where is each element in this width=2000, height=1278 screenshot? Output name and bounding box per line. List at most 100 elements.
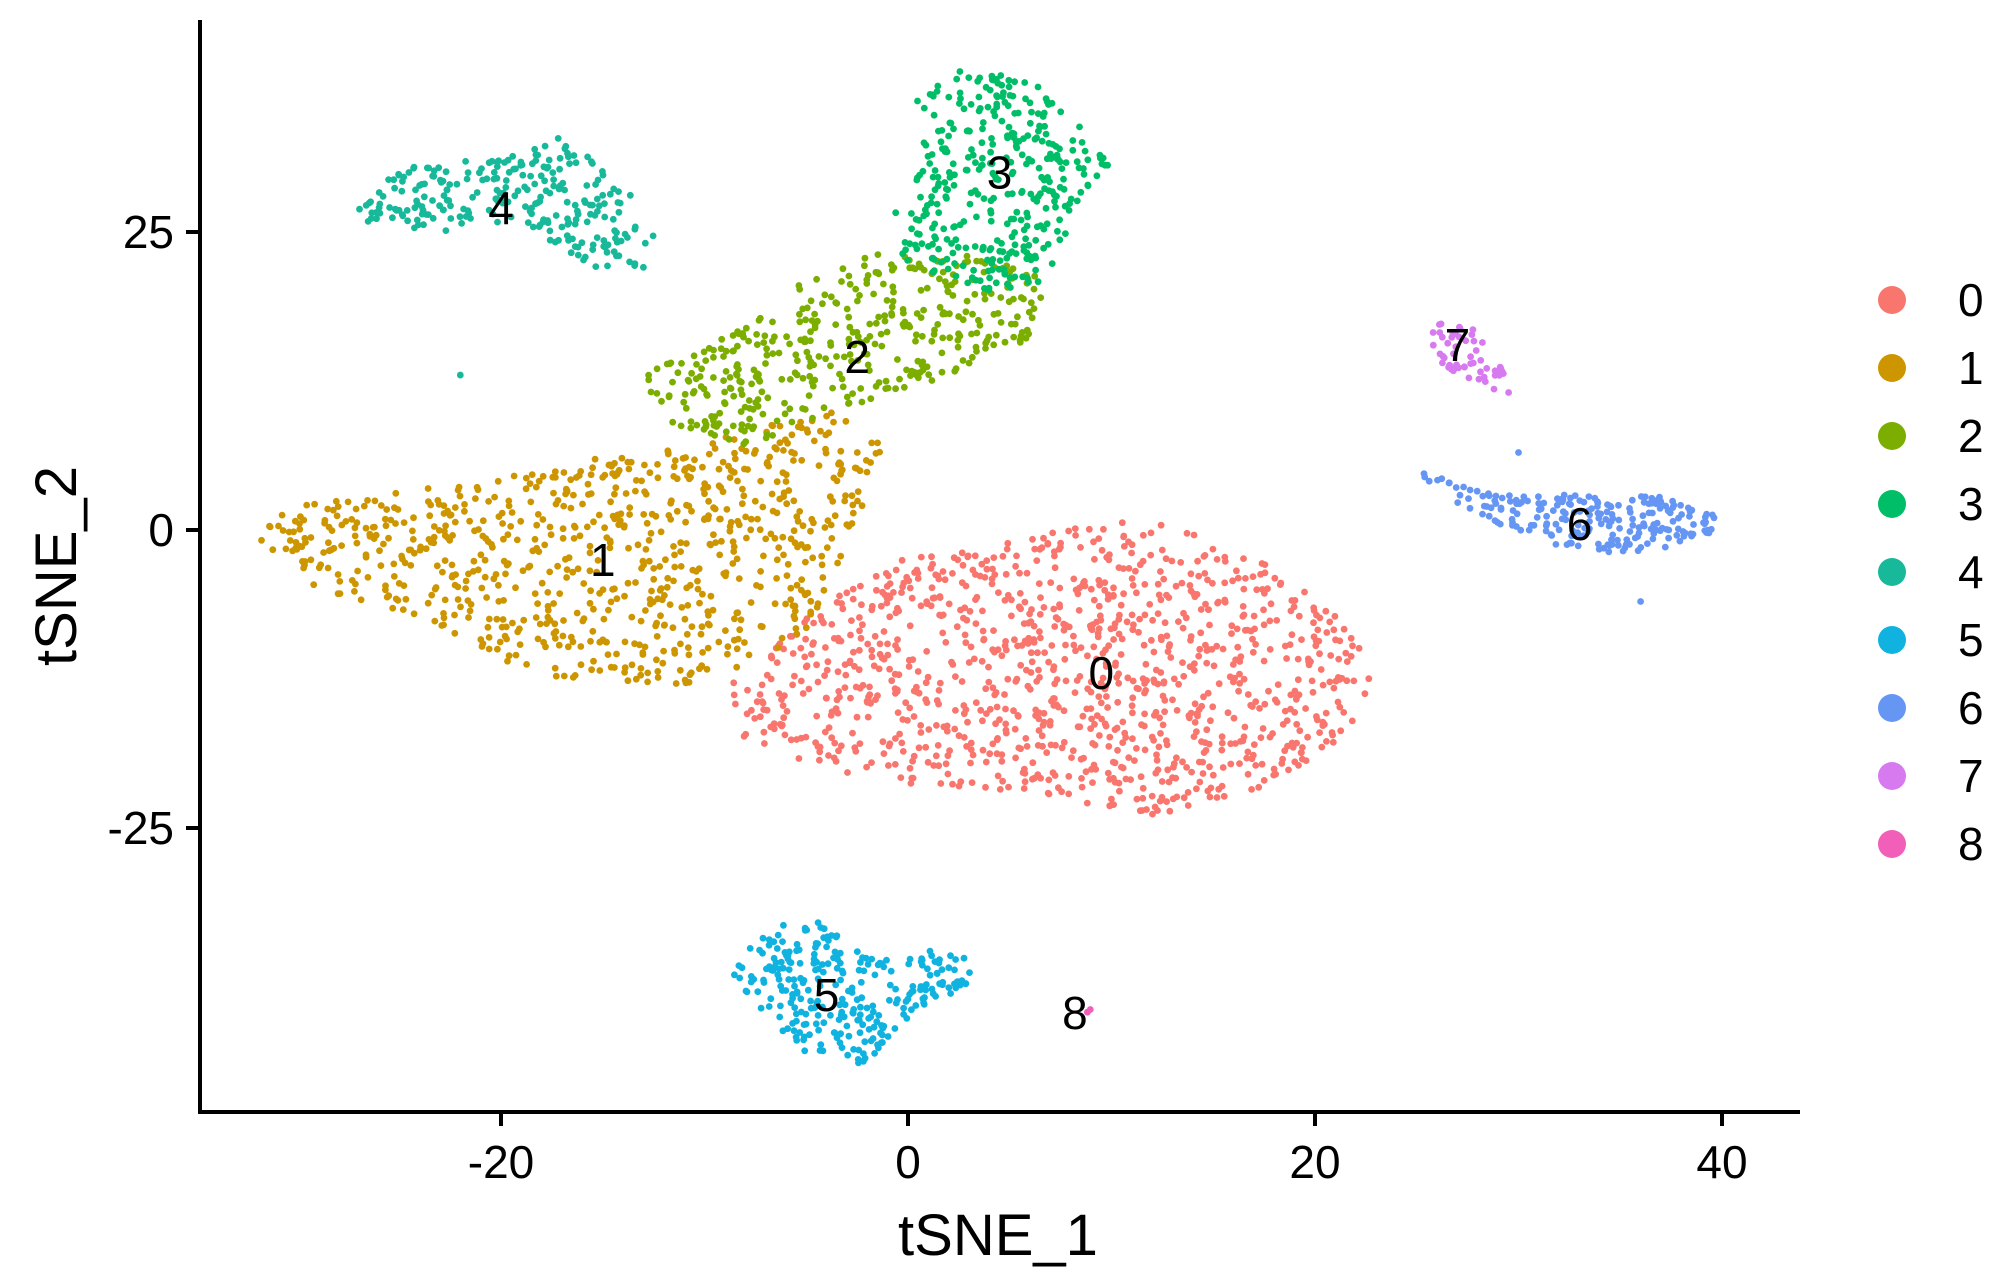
point-cluster-3 (920, 139, 928, 147)
point-cluster-1 (705, 512, 712, 520)
point-cluster-2 (944, 287, 952, 295)
point-cluster-0 (1188, 768, 1195, 776)
point-cluster-0 (1336, 637, 1344, 645)
point-cluster-0 (1151, 803, 1159, 811)
point-cluster-0 (1202, 641, 1209, 649)
point-cluster-6 (1574, 521, 1582, 529)
point-cluster-1 (570, 535, 578, 542)
point-cluster-7 (1479, 339, 1486, 346)
point-cluster-0 (1013, 675, 1021, 683)
point-cluster-0 (1233, 567, 1240, 575)
point-cluster-1 (722, 569, 730, 576)
point-cluster-2 (912, 337, 919, 345)
point-cluster-0 (1023, 743, 1031, 750)
point-cluster-2 (1037, 294, 1045, 301)
point-cluster-3 (1026, 99, 1034, 107)
point-cluster-3 (996, 247, 1004, 255)
point-cluster-2 (821, 291, 829, 299)
point-cluster-6 (1465, 495, 1472, 502)
point-cluster-7 (1480, 373, 1488, 381)
point-cluster-5 (886, 996, 893, 1004)
point-cluster-1 (719, 488, 727, 496)
point-cluster-5 (757, 1004, 765, 1012)
point-cluster-7 (1456, 325, 1464, 332)
cluster-label-4: 4 (488, 182, 514, 234)
point-cluster-2 (754, 370, 761, 378)
point-cluster-2 (709, 417, 717, 424)
point-cluster-5 (797, 995, 805, 1003)
point-cluster-2 (939, 310, 947, 318)
point-cluster-0 (945, 600, 953, 608)
point-cluster-0 (1110, 591, 1117, 599)
point-cluster-3 (1001, 98, 1009, 106)
legend-key-8 (1878, 830, 1906, 858)
point-cluster-1 (559, 525, 567, 533)
point-cluster-5 (819, 968, 827, 976)
point-cluster-1 (532, 614, 540, 621)
point-cluster-0 (1240, 733, 1248, 741)
point-cluster-0 (1229, 577, 1236, 585)
point-cluster-1 (495, 598, 503, 605)
point-cluster-0 (1002, 729, 1010, 737)
point-cluster-5 (875, 1012, 883, 1019)
point-cluster-3 (901, 239, 909, 246)
point-cluster-5 (815, 1026, 822, 1034)
point-cluster-0 (1110, 636, 1117, 643)
point-cluster-0 (979, 746, 987, 754)
point-cluster-3 (1053, 155, 1061, 163)
point-cluster-0 (989, 565, 996, 573)
point-cluster-1 (697, 630, 705, 638)
point-cluster-0 (1158, 636, 1165, 644)
point-cluster-1 (451, 518, 459, 526)
point-cluster-0 (1141, 710, 1148, 718)
point-cluster-0 (1257, 734, 1265, 741)
point-cluster-0 (1030, 639, 1038, 646)
point-cluster-1 (502, 570, 509, 578)
point-cluster-0 (941, 576, 949, 584)
point-cluster-1 (551, 468, 559, 476)
point-cluster-0 (1160, 679, 1168, 687)
point-cluster-0 (1065, 790, 1073, 798)
point-cluster-3 (979, 243, 987, 251)
point-cluster-5 (793, 1017, 800, 1025)
point-cluster-6 (1710, 514, 1718, 522)
point-cluster-1 (791, 602, 799, 610)
point-cluster-1 (560, 672, 568, 680)
point-cluster-3 (940, 225, 948, 233)
point-cluster-1 (364, 497, 371, 504)
point-cluster-0 (1240, 585, 1248, 593)
point-cluster-2 (647, 388, 655, 396)
point-cluster-0 (894, 604, 901, 612)
point-cluster-5 (875, 1044, 882, 1052)
point-cluster-6 (1678, 511, 1685, 518)
point-cluster-7 (1461, 363, 1468, 371)
point-cluster-1 (505, 502, 513, 510)
point-cluster-1 (699, 649, 706, 656)
point-cluster-1 (481, 573, 489, 581)
point-cluster-4 (565, 219, 573, 227)
point-cluster-0 (910, 752, 918, 760)
point-cluster-0 (1035, 709, 1043, 717)
point-cluster-0 (758, 681, 766, 689)
point-cluster-2 (846, 280, 854, 288)
point-cluster-2 (857, 385, 865, 392)
point-cluster-6 (1497, 504, 1505, 512)
point-cluster-1 (538, 579, 546, 587)
point-cluster-3 (995, 265, 1003, 273)
point-cluster-5 (820, 925, 828, 933)
point-cluster-6 (1614, 541, 1622, 549)
point-cluster-4 (565, 153, 572, 161)
point-cluster-6 (1664, 507, 1672, 515)
point-cluster-1 (657, 528, 665, 536)
point-cluster-4 (528, 210, 535, 218)
point-cluster-0 (980, 635, 988, 643)
point-cluster-0 (1337, 727, 1345, 735)
point-cluster-1 (841, 497, 849, 505)
point-cluster-1 (628, 661, 636, 669)
point-cluster-0 (802, 663, 810, 671)
point-cluster-3 (1040, 109, 1048, 117)
point-cluster-3 (1048, 99, 1056, 107)
point-cluster-3 (979, 154, 986, 162)
point-cluster-2 (888, 310, 895, 317)
point-cluster-2 (920, 266, 928, 274)
